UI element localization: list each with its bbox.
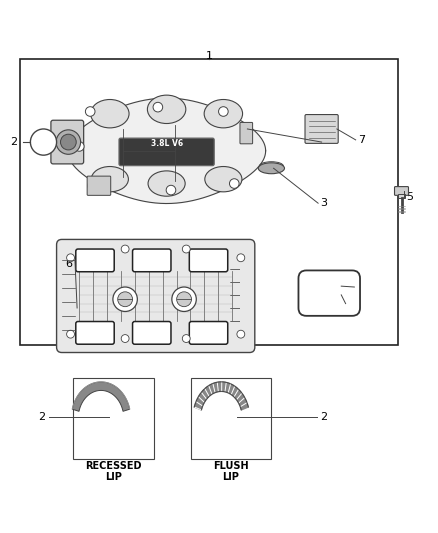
Text: RECESSED
LIP: RECESSED LIP — [85, 461, 141, 482]
FancyBboxPatch shape — [398, 194, 406, 198]
Ellipse shape — [148, 171, 185, 196]
Polygon shape — [228, 384, 234, 394]
Circle shape — [153, 102, 162, 112]
Circle shape — [88, 181, 97, 190]
FancyBboxPatch shape — [240, 123, 253, 144]
Polygon shape — [194, 403, 202, 410]
Ellipse shape — [91, 100, 129, 128]
Polygon shape — [198, 393, 206, 402]
FancyBboxPatch shape — [51, 120, 84, 164]
FancyBboxPatch shape — [395, 187, 409, 195]
FancyBboxPatch shape — [305, 115, 338, 143]
Circle shape — [219, 107, 228, 116]
Polygon shape — [240, 403, 248, 410]
Circle shape — [74, 142, 84, 151]
FancyBboxPatch shape — [87, 176, 111, 195]
Polygon shape — [196, 398, 204, 406]
Circle shape — [113, 287, 138, 311]
Ellipse shape — [205, 166, 242, 192]
Text: 5: 5 — [406, 192, 413, 201]
Text: 7: 7 — [358, 135, 365, 145]
Circle shape — [182, 335, 190, 343]
FancyBboxPatch shape — [119, 138, 214, 166]
Circle shape — [67, 254, 74, 262]
Circle shape — [56, 130, 81, 154]
Text: 4: 4 — [343, 281, 350, 291]
Text: 2: 2 — [10, 137, 18, 147]
Circle shape — [118, 292, 133, 306]
Circle shape — [182, 245, 190, 253]
Text: FLUSH
LIP: FLUSH LIP — [213, 461, 249, 482]
Ellipse shape — [204, 100, 243, 128]
Text: 3: 3 — [320, 198, 327, 208]
Bar — [191, 378, 272, 458]
Ellipse shape — [148, 95, 186, 124]
FancyBboxPatch shape — [189, 321, 228, 344]
Circle shape — [166, 185, 176, 195]
Text: 3.8L V6: 3.8L V6 — [151, 139, 183, 148]
Polygon shape — [213, 383, 218, 393]
Bar — [20, 59, 398, 345]
Text: 2: 2 — [39, 412, 46, 422]
Circle shape — [177, 292, 191, 306]
Polygon shape — [234, 389, 241, 399]
Text: 2: 2 — [320, 412, 327, 422]
Polygon shape — [67, 98, 265, 204]
Ellipse shape — [258, 163, 285, 174]
Polygon shape — [217, 382, 221, 392]
Polygon shape — [201, 389, 208, 399]
Polygon shape — [208, 384, 215, 394]
FancyBboxPatch shape — [133, 321, 171, 344]
Circle shape — [237, 330, 245, 338]
FancyBboxPatch shape — [298, 270, 360, 316]
Circle shape — [121, 335, 129, 343]
Polygon shape — [72, 382, 130, 411]
FancyBboxPatch shape — [57, 239, 255, 352]
Polygon shape — [239, 398, 247, 406]
Circle shape — [60, 134, 76, 150]
Text: 1: 1 — [206, 51, 213, 61]
FancyBboxPatch shape — [76, 321, 114, 344]
Polygon shape — [222, 382, 226, 392]
Bar — [73, 378, 153, 458]
Text: 6: 6 — [65, 260, 72, 269]
Circle shape — [67, 330, 74, 338]
Polygon shape — [237, 393, 244, 402]
FancyBboxPatch shape — [133, 249, 171, 272]
Circle shape — [30, 129, 57, 155]
Circle shape — [230, 179, 239, 188]
Ellipse shape — [91, 166, 128, 192]
Circle shape — [85, 107, 95, 116]
Circle shape — [121, 245, 129, 253]
Polygon shape — [225, 383, 230, 393]
Circle shape — [237, 254, 245, 262]
Polygon shape — [205, 386, 212, 397]
Circle shape — [172, 287, 196, 311]
FancyBboxPatch shape — [76, 249, 114, 272]
Polygon shape — [62, 245, 250, 348]
FancyBboxPatch shape — [189, 249, 228, 272]
Polygon shape — [231, 386, 238, 397]
